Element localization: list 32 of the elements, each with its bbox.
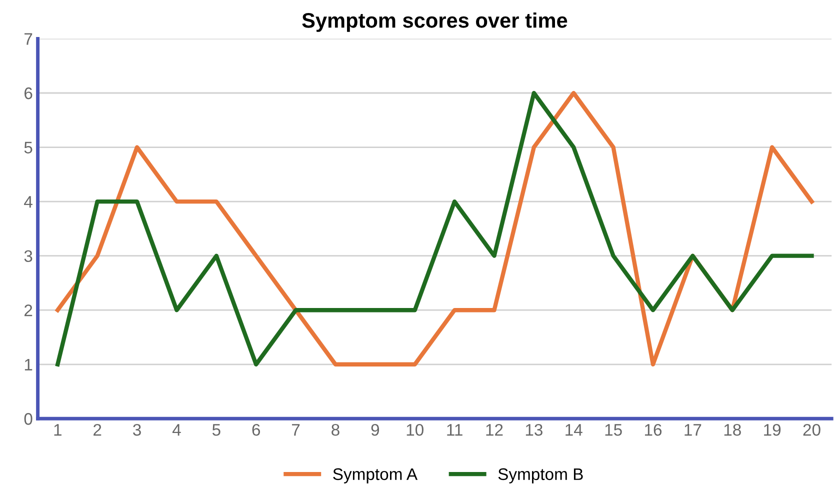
x-tick-label: 14: [566, 424, 582, 436]
x-tick-label: 3: [133, 424, 141, 436]
y-tick-label: 0: [24, 413, 32, 425]
x-tick-label: 15: [605, 424, 622, 436]
x-tick-label: 7: [292, 424, 300, 436]
y-tick-label: 5: [24, 142, 32, 154]
x-tick-label: 18: [724, 424, 741, 436]
y-tick-label: 3: [24, 250, 32, 262]
x-tick-label: 10: [406, 424, 424, 436]
x-tick-label: 2: [94, 424, 102, 436]
x-tick-label: 13: [526, 424, 542, 436]
legend-label: Symptom A: [333, 468, 418, 484]
y-tick-label: 1: [24, 358, 32, 370]
x-tick-label: 4: [172, 424, 181, 436]
legend-label: Symptom B: [498, 468, 583, 484]
x-tick-label: 5: [212, 424, 220, 436]
x-tick-label: 19: [764, 424, 781, 436]
x-tick-label: 11: [447, 424, 462, 436]
x-tick-label: 1: [54, 424, 62, 436]
line-series: [56, 90, 814, 366]
y-tick-label: 4: [24, 196, 32, 208]
x-tick-label: 16: [645, 424, 662, 436]
y-tick-label: 7: [24, 33, 32, 45]
y-tick-label: 2: [24, 304, 32, 316]
x-tick-label: 12: [486, 424, 503, 436]
x-tick-label: 8: [332, 424, 340, 436]
x-tick-label: 20: [803, 424, 820, 436]
x-tick-label: 9: [371, 424, 380, 436]
y-tick-label: 6: [24, 87, 32, 100]
x-tick-label: 6: [252, 424, 260, 436]
chart-title: Symptom scores over time: [302, 12, 568, 32]
x-tick-label: 17: [684, 424, 702, 436]
